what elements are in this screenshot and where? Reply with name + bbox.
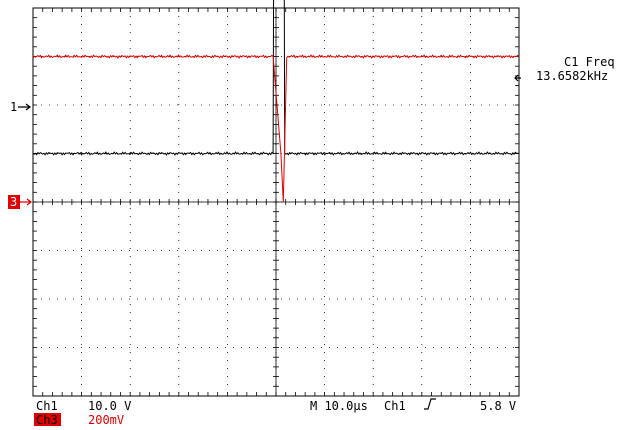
rising-edge-icon	[424, 398, 436, 410]
trace-ch1	[32, 0, 520, 156]
measurement-value: 13.6582kHz	[536, 69, 608, 83]
measurement-panel: C1 Freq 13.6582kHz	[514, 55, 615, 83]
trigger-level: 5.8 V	[480, 399, 516, 413]
measurement-arrow-icon	[514, 74, 521, 82]
measurement-label: C1 Freq	[564, 55, 615, 69]
timebase: M 10.0µs	[310, 399, 368, 413]
ch3-marker-arrow-icon	[20, 198, 32, 206]
ch1-marker-arrow-icon	[18, 103, 31, 111]
trigger-channel: Ch1	[384, 399, 406, 413]
ch3-scale: 200mV	[88, 413, 124, 427]
ch1-scale: 10.0 V	[88, 399, 131, 413]
traces	[32, 0, 520, 203]
channel-markers: 1 3	[8, 100, 32, 209]
ch1-marker-label: 1	[10, 100, 17, 114]
ch3-marker-box	[8, 195, 20, 209]
status-readout: Ch1 10.0 V Ch3 200mV M 10.0µs Ch1 5.8 V	[34, 398, 516, 427]
graticule	[32, 7, 520, 397]
ch3-marker-label: 3	[10, 195, 17, 209]
trace-ch3	[32, 54, 520, 203]
ch1-label: Ch1	[36, 399, 58, 413]
ch3-label: Ch3	[36, 413, 58, 427]
ch3-label-box	[34, 413, 61, 426]
